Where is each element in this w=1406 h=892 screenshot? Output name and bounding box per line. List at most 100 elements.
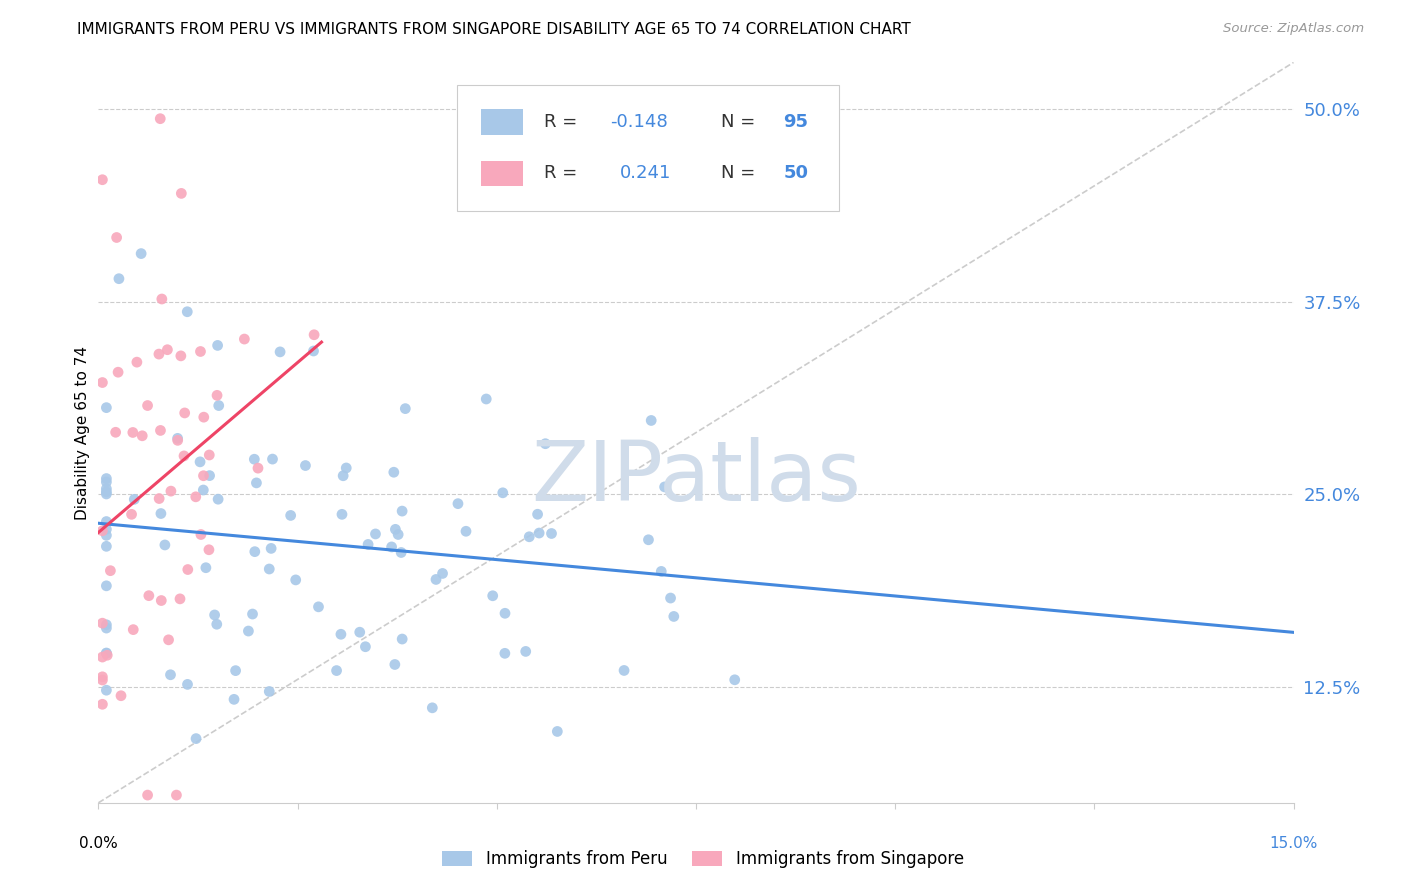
Point bbox=[613, 664, 636, 678]
Point bbox=[389, 545, 412, 559]
Point bbox=[494, 607, 516, 621]
Point bbox=[136, 788, 159, 802]
Point bbox=[243, 452, 266, 467]
Point bbox=[96, 522, 118, 536]
Point bbox=[420, 701, 443, 715]
Text: IMMIGRANTS FROM PERU VS IMMIGRANTS FROM SINGAPORE DISABILITY AGE 65 TO 74 CORREL: IMMIGRANTS FROM PERU VS IMMIGRANTS FROM … bbox=[77, 22, 911, 37]
Point bbox=[280, 508, 302, 523]
Point bbox=[96, 648, 118, 663]
Point bbox=[193, 483, 215, 497]
Point bbox=[260, 541, 283, 556]
Text: 95: 95 bbox=[783, 112, 808, 130]
Point bbox=[205, 388, 228, 402]
Point bbox=[640, 413, 662, 427]
Point bbox=[662, 609, 685, 624]
Point bbox=[125, 355, 148, 369]
Point bbox=[243, 544, 266, 558]
Text: 50: 50 bbox=[783, 164, 808, 183]
Point bbox=[108, 271, 131, 285]
Point bbox=[150, 593, 173, 607]
Point bbox=[387, 527, 409, 541]
Point bbox=[153, 538, 176, 552]
Point bbox=[540, 526, 562, 541]
Point bbox=[193, 410, 215, 425]
Point bbox=[91, 172, 114, 186]
Point bbox=[222, 692, 245, 706]
Point bbox=[121, 508, 143, 522]
Point bbox=[492, 485, 515, 500]
Point bbox=[391, 504, 413, 518]
Point bbox=[394, 401, 416, 416]
Point bbox=[294, 458, 316, 473]
Point bbox=[149, 507, 172, 521]
Point bbox=[122, 623, 145, 637]
Point bbox=[381, 540, 404, 554]
Point bbox=[96, 617, 118, 632]
Point bbox=[190, 344, 212, 359]
Point bbox=[527, 526, 550, 541]
Point bbox=[384, 657, 406, 672]
Text: N =: N = bbox=[721, 164, 761, 183]
Point bbox=[354, 640, 377, 654]
Point bbox=[148, 491, 170, 506]
Point bbox=[96, 646, 118, 660]
Point bbox=[177, 562, 200, 576]
Point bbox=[96, 482, 118, 496]
Point bbox=[391, 632, 413, 646]
Point bbox=[650, 565, 672, 579]
Point bbox=[148, 347, 170, 361]
Point bbox=[425, 573, 447, 587]
Point bbox=[96, 475, 118, 489]
Point bbox=[259, 684, 281, 698]
Point bbox=[107, 365, 129, 379]
Point bbox=[349, 625, 371, 640]
Point bbox=[96, 646, 118, 660]
Point bbox=[96, 539, 118, 553]
Point bbox=[308, 599, 330, 614]
Point bbox=[238, 624, 260, 638]
Point bbox=[159, 667, 181, 681]
Point bbox=[198, 468, 221, 483]
Point bbox=[105, 230, 128, 244]
Point bbox=[259, 562, 281, 576]
Point bbox=[91, 673, 114, 687]
Point bbox=[129, 246, 152, 260]
Point bbox=[104, 425, 127, 440]
Point bbox=[637, 533, 659, 547]
Point bbox=[198, 542, 221, 557]
Point bbox=[364, 527, 387, 541]
FancyBboxPatch shape bbox=[457, 85, 839, 211]
Point bbox=[357, 537, 380, 551]
Point bbox=[284, 573, 307, 587]
Point bbox=[121, 425, 143, 440]
Point bbox=[96, 515, 118, 529]
Text: Source: ZipAtlas.com: Source: ZipAtlas.com bbox=[1223, 22, 1364, 36]
Point bbox=[96, 683, 118, 698]
Point bbox=[302, 327, 325, 342]
Point bbox=[526, 508, 548, 522]
Point bbox=[91, 524, 114, 538]
Text: R =: R = bbox=[544, 164, 589, 183]
Point bbox=[534, 436, 557, 450]
Legend: Immigrants from Peru, Immigrants from Singapore: Immigrants from Peru, Immigrants from Si… bbox=[436, 844, 970, 875]
Point bbox=[233, 332, 256, 346]
Point bbox=[149, 424, 172, 438]
Text: 0.241: 0.241 bbox=[620, 164, 671, 183]
Point bbox=[432, 566, 454, 581]
Point bbox=[245, 475, 267, 490]
Point bbox=[173, 449, 195, 463]
Point bbox=[91, 650, 114, 665]
Point bbox=[382, 465, 405, 479]
Point bbox=[170, 186, 193, 201]
Point bbox=[100, 564, 122, 578]
Point bbox=[269, 344, 291, 359]
Point bbox=[96, 484, 118, 499]
Point bbox=[205, 617, 228, 632]
Point bbox=[481, 589, 503, 603]
Point bbox=[165, 788, 187, 802]
Point bbox=[160, 484, 183, 499]
Point bbox=[546, 724, 568, 739]
Point bbox=[335, 461, 357, 475]
Point bbox=[184, 490, 207, 504]
Point bbox=[91, 670, 114, 684]
